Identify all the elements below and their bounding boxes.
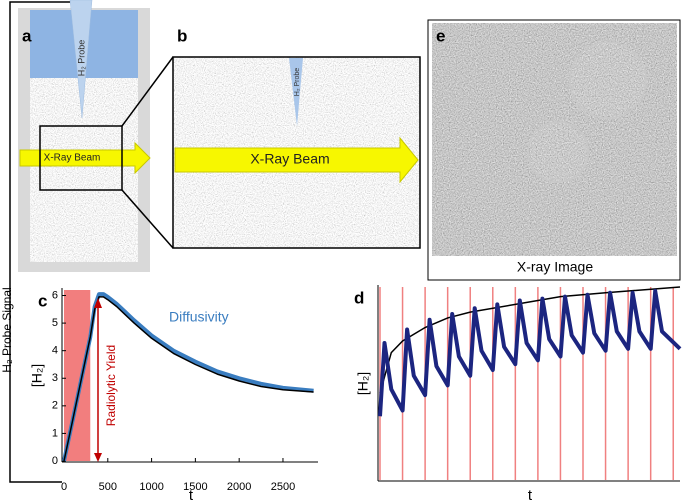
series-line [378,288,682,417]
bracket [9,1,75,483]
arrow-head [94,298,102,308]
x-tick-label: 1000 [139,481,163,493]
y-label: [H₂] [355,372,371,395]
y-tick-label: 2 [52,400,58,412]
panel-label: b [177,26,187,45]
y-label: [H₂] [29,364,45,387]
panel-label: d [354,288,364,307]
probe-label: H₂ Probe [294,68,301,97]
series-label: Diffusivity [169,309,229,325]
beam [174,136,419,184]
x-tick-label: 2000 [227,481,251,493]
sample [30,78,138,262]
panel-label: a [22,26,32,45]
bubble [527,121,589,183]
beam [19,141,151,175]
panel-b: H₂ Probe X-Ray Beam b [172,26,421,249]
series-line [63,296,314,462]
bubble [569,41,647,119]
arrow-head [94,453,102,462]
zoom-line [121,56,174,127]
panel-a: H₂ Probe X-Ray Beam a [18,0,151,272]
y-tick-label: 6 [52,289,58,301]
x-label: t [528,487,533,504]
y-tick-label: 1 [52,427,58,439]
probe-label: H₂ Probe [76,40,86,77]
zoom-line [121,189,174,249]
panel-c: 0 500 1000 1500 2000 2500 0 1 2 3 4 5 6 Diffusivity Ra… [29,288,318,504]
beam-label: X-Ray Beam [44,153,101,164]
y-tick-label: 5 [52,317,58,329]
annotation: Radiolytic Yield [104,345,118,426]
probe [289,58,303,126]
xray-image [432,23,677,256]
caption: X-ray Image [517,259,593,275]
panel-d: d [H₂] t [354,285,682,504]
panel-label: c [38,291,47,310]
y-tick-label: 0 [52,455,58,467]
x-label: t [189,487,194,504]
y-tick-label: 3 [52,372,58,384]
side-label: H₂ Probe Signal [0,287,14,372]
y-tick-label: 4 [52,345,58,357]
x-tick-label: 2500 [271,481,295,493]
beam-label: X-Ray Beam [250,151,329,167]
zoom-box [39,125,123,191]
probe [69,0,93,119]
panel-label: e [436,26,445,45]
x-tick-label: 1500 [183,481,207,493]
panel-e: e X-ray Image [427,19,681,281]
x-tick-label: 0 [61,481,67,493]
frame [172,56,421,249]
x-tick-label: 500 [99,481,117,493]
envelope-line [379,286,681,394]
